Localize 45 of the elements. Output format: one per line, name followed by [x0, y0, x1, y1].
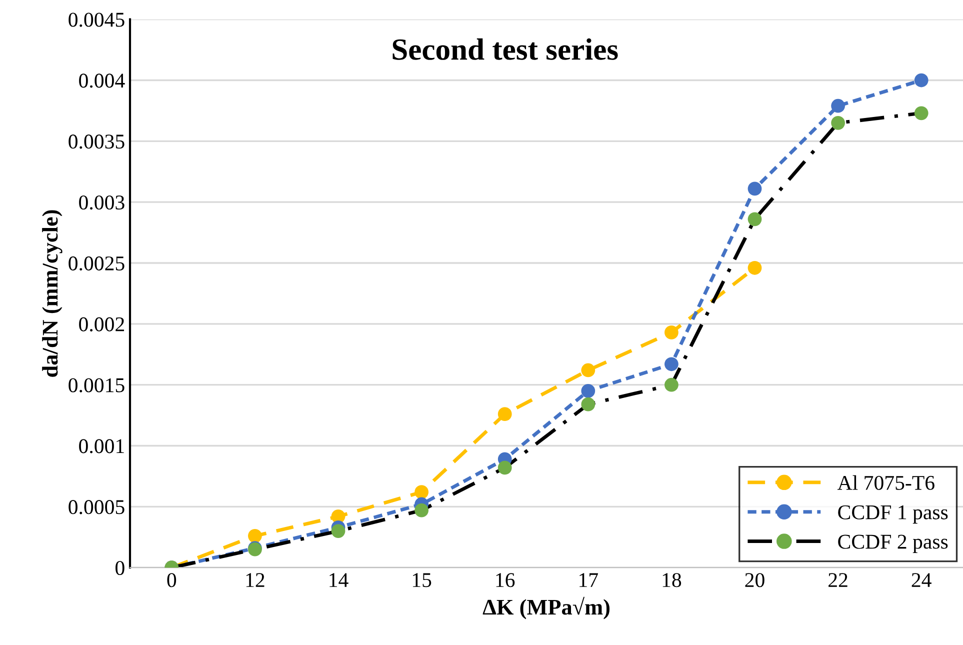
x-tick-label: 24	[912, 573, 932, 587]
x-tick-label: 15	[412, 573, 432, 588]
x-tick-label: 0	[167, 573, 176, 588]
x-tick-label: 18	[662, 573, 682, 588]
chart-title: Second test series	[392, 38, 618, 60]
point	[248, 528, 262, 543]
x-tick-label: 14	[330, 573, 348, 587]
point	[498, 460, 512, 475]
y-tick-label: 0.001	[79, 439, 124, 454]
y-axis-title: da/dN (mm/cycle)	[42, 210, 62, 377]
y-tick-label: 0.0005	[68, 500, 124, 514]
legend-label: CCDF 2 pass	[838, 534, 948, 554]
y-tick-label: 0.0045	[68, 12, 124, 27]
x-tick-label: 20	[745, 573, 764, 588]
point	[914, 106, 928, 120]
point	[748, 212, 762, 226]
point	[581, 363, 596, 378]
point	[581, 397, 596, 412]
point	[331, 524, 346, 538]
point	[664, 326, 678, 340]
legend-label: Al 7075-T6	[837, 475, 934, 490]
x-tick-label: 17	[580, 573, 598, 587]
point	[414, 485, 428, 500]
y-tick-label: 0.002	[79, 317, 124, 332]
point	[914, 73, 928, 88]
point	[831, 98, 845, 113]
point	[748, 260, 762, 275]
point	[664, 357, 678, 372]
x-axis-title: ΔK (MPa√m)	[482, 596, 610, 620]
point	[831, 116, 845, 130]
point	[748, 182, 762, 196]
y-tick-label: 0.0025	[68, 256, 124, 271]
y-tick-label: 0.004	[79, 74, 125, 88]
point	[581, 384, 596, 398]
y-tick-label: 0.003	[79, 195, 124, 210]
y-tick-label: 0	[116, 560, 124, 576]
x-tick-label: 22	[828, 573, 848, 587]
y-tick-label: 0.0015	[68, 378, 124, 392]
point	[414, 503, 428, 518]
x-tick-label: 12	[246, 573, 264, 587]
x-tick-label: 16	[496, 573, 515, 588]
point	[498, 407, 512, 422]
y-tick-label: 0.0035	[68, 134, 124, 149]
point	[664, 378, 678, 392]
legend-label: CCDF 1 pass	[838, 505, 948, 524]
